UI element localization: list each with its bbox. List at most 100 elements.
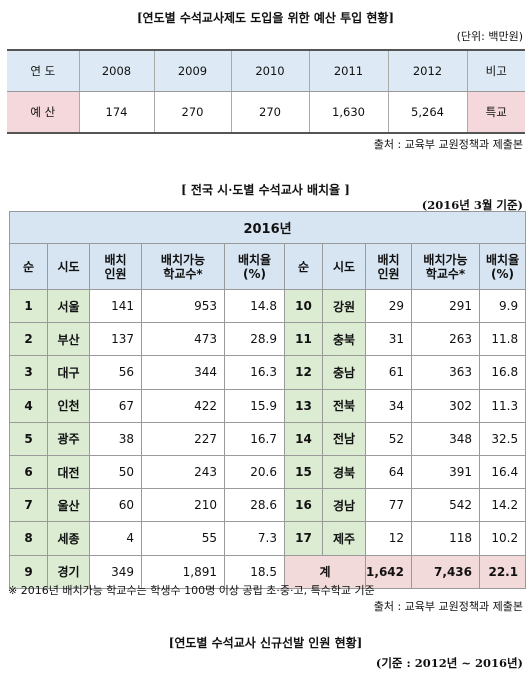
placement-title: [ 전국 시·도별 수석교사 배치율 ] bbox=[181, 183, 350, 197]
budget-title: [연도별 수석교사제도 도입을 위한 예산 투입 현황] bbox=[136, 11, 395, 25]
sido-cell: 경기 bbox=[47, 554, 90, 589]
placed-cell: 52 bbox=[365, 421, 412, 456]
rank-cell: 16 bbox=[284, 488, 323, 523]
budget-value-row: 예 산 174 270 270 1,630 5,264 특교 bbox=[7, 91, 525, 133]
rank-cell: 2 bbox=[9, 322, 48, 357]
year-cell: 2012 bbox=[387, 50, 467, 92]
selection-basis: (기준 : 2012년 ~ 2016년) bbox=[375, 656, 523, 670]
placed-cell: 77 bbox=[365, 488, 412, 523]
col-placed-line2: 인원 bbox=[104, 266, 127, 281]
sido-cell: 서울 bbox=[47, 288, 90, 324]
col-rate-line1: 배치율 bbox=[237, 252, 272, 267]
rank-cell: 13 bbox=[284, 388, 323, 423]
rank-cell: 17 bbox=[284, 521, 323, 556]
placed-cell: 56 bbox=[89, 355, 142, 390]
rate-cell: 20.6 bbox=[224, 454, 285, 490]
col-rate-line2: (%) bbox=[243, 266, 266, 281]
sido-cell: 제주 bbox=[322, 521, 366, 556]
budget-header-row: 연 도 2008 2009 2010 2011 2012 비고 bbox=[7, 50, 525, 92]
rate-cell: 16.7 bbox=[224, 421, 285, 456]
rank-cell: 15 bbox=[284, 454, 323, 490]
sido-cell: 전북 bbox=[322, 388, 366, 423]
table-row: 2 부산 137 473 28.9 11 충북 31 263 11.8 bbox=[9, 322, 527, 357]
sido-cell: 부산 bbox=[47, 322, 90, 357]
placed-cell: 349 bbox=[89, 554, 142, 589]
sido-cell: 강원 bbox=[322, 288, 366, 324]
schools-cell: 542 bbox=[411, 488, 480, 523]
schools-cell: 473 bbox=[141, 322, 225, 357]
placed-cell: 29 bbox=[365, 288, 412, 324]
placed-cell: 12 bbox=[365, 521, 412, 556]
col-placed-line1: 배치 bbox=[104, 252, 127, 267]
budget-table: 연 도 2008 2009 2010 2011 2012 비고 예 산 174 … bbox=[7, 49, 525, 134]
column-header-row: 순 시도 배치 인원 배치가능 학교수* 배치율 (%) 순 시도 배치 인원 배치가능… bbox=[9, 243, 527, 290]
table-row: 9 경기 349 1,891 18.5 계 1,642 7,436 22.1 bbox=[9, 554, 527, 589]
total-rate: 22.1 bbox=[478, 554, 527, 589]
year-row: 2016년 bbox=[8, 211, 527, 244]
budget-source: 출처 : 교육부 교원정책과 제출본 bbox=[373, 138, 523, 151]
rate-cell: 9.9 bbox=[478, 288, 527, 324]
rate-cell: 16.3 bbox=[224, 355, 285, 390]
rank-cell: 8 bbox=[9, 521, 48, 556]
schools-cell: 1,891 bbox=[141, 554, 225, 589]
table-row: 5 광주 38 227 16.7 14 전남 52 348 32.5 bbox=[9, 421, 527, 456]
table-row: 7 울산 60 210 28.6 16 경남 77 542 14.2 bbox=[9, 488, 527, 523]
rank-cell: 4 bbox=[9, 388, 48, 423]
rate-cell: 16.8 bbox=[478, 355, 527, 390]
sido-cell: 충북 bbox=[322, 322, 366, 357]
col-rate: 배치율 (%) bbox=[224, 243, 285, 290]
placed-cell: 31 bbox=[365, 322, 412, 357]
placement-table: 2016년 순 시도 배치 인원 배치가능 학교수* 배치율 (%) 순 시도 배치 인… bbox=[8, 211, 527, 589]
rank-cell: 1 bbox=[9, 288, 48, 324]
placed-cell: 61 bbox=[365, 355, 412, 390]
rank-cell: 10 bbox=[284, 288, 323, 324]
year-cell: 2010 bbox=[230, 50, 309, 92]
schools-cell: 422 bbox=[141, 388, 225, 423]
budget-value: 270 bbox=[153, 91, 231, 133]
rank-cell: 6 bbox=[9, 454, 48, 490]
col-placed: 배치 인원 bbox=[365, 243, 412, 290]
sido-cell: 대구 bbox=[47, 355, 90, 390]
schools-cell: 263 bbox=[411, 322, 480, 357]
rank-cell: 3 bbox=[9, 355, 48, 390]
budget-value: 1,630 bbox=[308, 91, 388, 133]
rank-cell: 7 bbox=[9, 488, 48, 523]
rate-cell: 7.3 bbox=[224, 521, 285, 556]
placement-footnote: ※ 2016년 배치가능 학교수는 학생수 100명 이상 공립 초·중·고, … bbox=[8, 584, 375, 597]
col-rank: 순 bbox=[284, 243, 323, 290]
schools-cell: 953 bbox=[141, 288, 225, 324]
rate-cell: 14.8 bbox=[224, 288, 285, 324]
selection-title: [연도별 수석교사 신규선발 인원 현황] bbox=[168, 636, 363, 650]
placement-basis: (2016년 3월 기준) bbox=[421, 198, 523, 212]
sido-cell: 충남 bbox=[322, 355, 366, 390]
sido-cell: 전남 bbox=[322, 421, 366, 456]
rate-cell: 16.4 bbox=[478, 454, 527, 490]
rank-cell: 5 bbox=[9, 421, 48, 456]
sido-cell: 인천 bbox=[47, 388, 90, 423]
budget-note: 특교 bbox=[466, 91, 525, 133]
year-header: 연 도 bbox=[7, 50, 79, 92]
rate-cell: 18.5 bbox=[224, 554, 285, 589]
placed-cell: 50 bbox=[89, 454, 142, 490]
rate-cell: 11.8 bbox=[478, 322, 527, 357]
rate-cell: 10.2 bbox=[478, 521, 527, 556]
col-rate-line2: (%) bbox=[491, 266, 515, 281]
budget-row-label: 예 산 bbox=[7, 91, 79, 133]
budget-value: 270 bbox=[230, 91, 309, 133]
col-sido: 시도 bbox=[322, 243, 366, 290]
schools-cell: 344 bbox=[141, 355, 225, 390]
sido-cell: 경남 bbox=[322, 488, 366, 523]
rank-cell: 14 bbox=[284, 421, 323, 456]
schools-cell: 227 bbox=[141, 421, 225, 456]
sido-cell: 세종 bbox=[47, 521, 90, 556]
col-schools: 배치가능 학교수* bbox=[141, 243, 225, 290]
schools-cell: 118 bbox=[411, 521, 480, 556]
col-rank: 순 bbox=[9, 243, 48, 290]
year-cell: 2011 bbox=[308, 50, 388, 92]
rate-cell: 11.3 bbox=[478, 388, 527, 423]
schools-cell: 348 bbox=[411, 421, 480, 456]
budget-value: 174 bbox=[78, 91, 154, 133]
placed-cell: 34 bbox=[365, 388, 412, 423]
rank-cell: 12 bbox=[284, 355, 323, 390]
year-cell: 2008 bbox=[78, 50, 154, 92]
